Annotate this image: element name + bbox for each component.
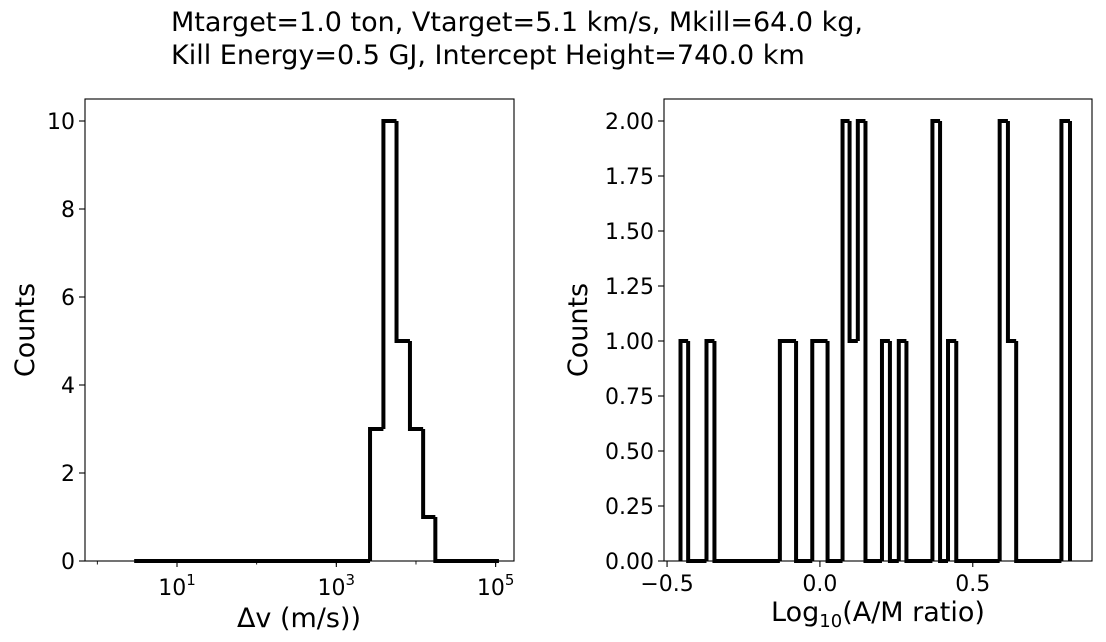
am-x-tick-label: −0.5 xyxy=(640,572,693,597)
am-x-axis-label-rest: (A/M ratio) xyxy=(842,597,985,628)
am-histogram-bin-14 xyxy=(896,339,907,561)
am-histogram-bin-5 xyxy=(794,341,813,563)
am-histogram-bin-6 xyxy=(810,339,828,561)
am-histogram-bin-10 xyxy=(855,119,866,341)
dv-histogram-steps xyxy=(134,119,499,563)
am-histogram-bin-2 xyxy=(704,339,715,561)
am-axes-frame xyxy=(663,98,1093,562)
am-x-ticks: −0.5 0.0 0.5 xyxy=(640,561,990,597)
am-ratio-histogram-panel: 0.00 0.25 0.50 0.75 1.00 1.25 1.50 1.75 2.00 −0.… xyxy=(563,98,1093,632)
am-x-tick-label: 0.5 xyxy=(955,572,990,597)
am-histogram-bin-16 xyxy=(930,119,941,561)
am-y-tick-label: 0.00 xyxy=(605,550,654,575)
am-y-tick-label: 0.75 xyxy=(605,385,654,410)
dv-y-tick-label: 8 xyxy=(61,198,75,223)
am-histogram-bin-21 xyxy=(1005,121,1017,343)
am-y-tick-label: 1.25 xyxy=(605,275,654,300)
am-y-tick-label: 0.25 xyxy=(605,495,654,520)
am-histogram-bin-23 xyxy=(1059,119,1070,561)
am-y-tick-label: 1.50 xyxy=(605,220,654,245)
dv-y-tick-label: 10 xyxy=(47,110,75,135)
dv-histogram-bin-6 xyxy=(433,517,499,563)
am-y-tick-label: 2.00 xyxy=(605,110,654,135)
am-histogram-bin-11 xyxy=(863,121,882,563)
figure-title-line-2: Kill Energy=0.5 GJ, Intercept Height=740… xyxy=(171,40,805,71)
dv-histogram-bin-1 xyxy=(368,427,384,561)
am-histogram-bin-20 xyxy=(997,119,1008,561)
dv-y-tick-label: 2 xyxy=(61,462,75,487)
am-histogram-bin-19 xyxy=(954,341,1000,563)
am-histogram-bin-9 xyxy=(847,121,858,343)
figure-title-line-1: Mtarget=1.0 ton, Vtarget=5.1 km/s, Mkill… xyxy=(171,7,864,38)
dv-x-tick-label: 103 xyxy=(318,571,356,601)
am-histogram-bin-15 xyxy=(904,341,933,563)
am-y-tick-label: 1.75 xyxy=(605,165,654,190)
am-histogram-bin-3 xyxy=(712,341,780,563)
dv-axes-frame xyxy=(84,98,515,562)
dv-x-ticks: 101 103 105 xyxy=(96,561,515,601)
am-histogram-bin-8 xyxy=(840,119,850,561)
am-histogram-bin-22 xyxy=(1014,341,1062,563)
dv-y-ticks: 0 2 4 6 8 10 xyxy=(47,110,85,575)
am-histogram-steps xyxy=(678,119,1072,563)
dv-x-axis-label: Δv (m/s)) xyxy=(237,603,361,634)
am-y-tick-label: 0.50 xyxy=(605,440,654,465)
am-x-axis-label: Log10(A/M ratio) xyxy=(771,597,985,632)
am-histogram-bin-0 xyxy=(678,339,689,561)
am-y-ticks: 0.00 0.25 0.50 0.75 1.00 1.25 1.50 1.75 2.00 xyxy=(605,110,664,575)
dv-histogram-bin-2 xyxy=(381,119,397,429)
dv-histogram-bin-5 xyxy=(421,429,436,519)
dv-histogram-bin-4 xyxy=(407,341,424,431)
am-x-axis-label-subscript: 10 xyxy=(819,611,842,632)
am-histogram-bin-4 xyxy=(777,339,797,561)
am-y-tick-label: 1.00 xyxy=(605,330,654,355)
am-x-tick-label: 0.0 xyxy=(802,572,837,597)
am-histogram-bin-12 xyxy=(879,339,890,561)
dv-y-axis-label: Counts xyxy=(10,283,41,377)
dv-y-tick-label: 4 xyxy=(61,374,75,399)
dv-y-tick-label: 0 xyxy=(61,550,75,575)
am-histogram-bin-1 xyxy=(686,341,707,563)
dv-histogram-bin-3 xyxy=(394,121,410,343)
am-y-axis-label: Counts xyxy=(563,283,594,377)
dv-histogram-panel: 0 2 4 6 8 10 101 103 105 Δv (m/s)) Counts xyxy=(10,98,515,634)
dv-x-tick-label: 105 xyxy=(477,571,515,601)
am-histogram-bin-7 xyxy=(825,341,843,563)
figure-title: Mtarget=1.0 ton, Vtarget=5.1 km/s, Mkill… xyxy=(171,6,863,72)
dv-y-tick-label: 6 xyxy=(61,286,75,311)
dv-x-tick-label: 101 xyxy=(158,571,196,601)
am-histogram-bin-18 xyxy=(946,339,957,561)
am-x-axis-label-base: Log xyxy=(771,597,819,628)
